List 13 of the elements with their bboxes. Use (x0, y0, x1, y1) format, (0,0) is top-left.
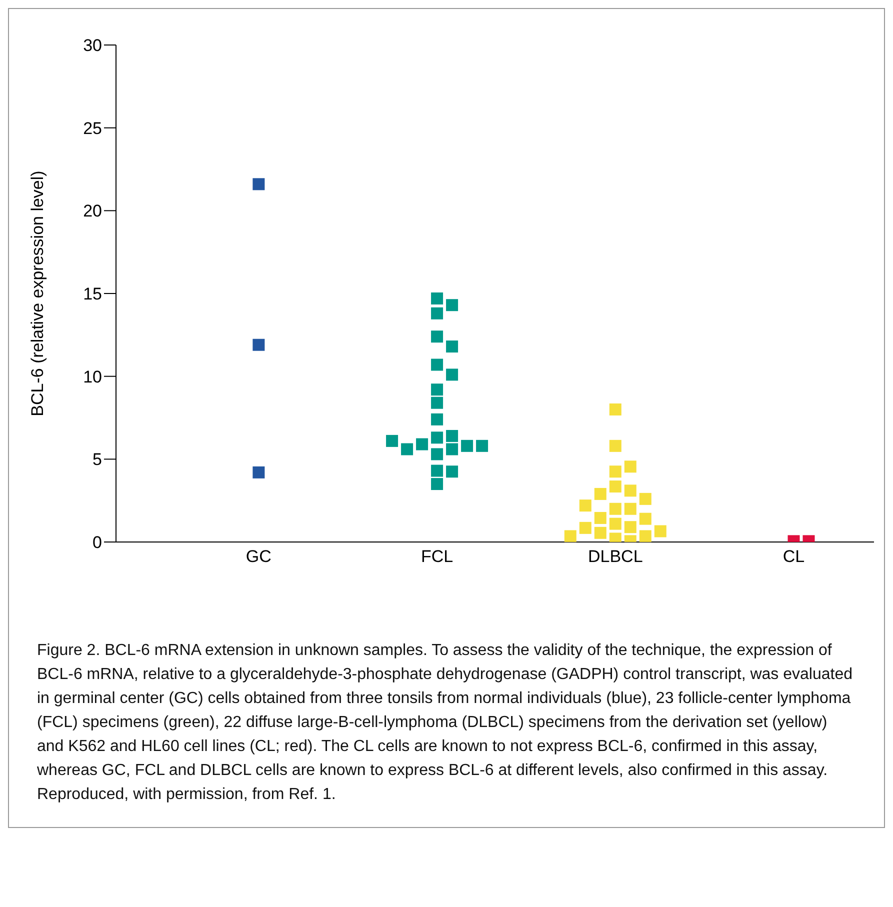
y-tick-label: 20 (83, 202, 102, 221)
y-tick-label: 15 (83, 284, 102, 304)
x-tick-label: GC (246, 547, 272, 566)
y-tick-label: 10 (83, 367, 102, 386)
y-tick-label: 25 (83, 118, 102, 138)
y-axis-title: BCL-6 (relative expression level) (28, 170, 48, 416)
caption: Figure 2. BCL-6 mRNA extension in unknown samples. To assess the validity of the technique, the expression of BCL-6 mRNA, relative to a glyceraldehyde-3-phosphate dehydrogenase (GADPH) control transcript, was evaluated in germinal center (GC) cells obtained from three tonsils from normal individuals (blue), 23 follicle-center lymphoma (FCL) specimens (green), 22 diffuse large-B-cell-lymphoma (DLBCL) specimens from the derivation set (yellow) and K562 and HL60 cell lines (CL; red). The CL cells are known to not express BCL-6, confirmed in this assay, whereas GC, FCL and DLBCL cells are known to express BCL-6 at different levels, also confirmed in this assay. Reproduced, with permission, from Ref. 1. (37, 641, 854, 805)
x-tick-label: FCL (420, 547, 454, 566)
x-tick-label: DLBCL (588, 547, 643, 566)
y-tick-label: 0 (92, 533, 102, 552)
y-tick-label: 5 (92, 450, 102, 470)
y-tick-label: 30 (83, 36, 102, 56)
x-tick-label: CL (782, 547, 805, 566)
